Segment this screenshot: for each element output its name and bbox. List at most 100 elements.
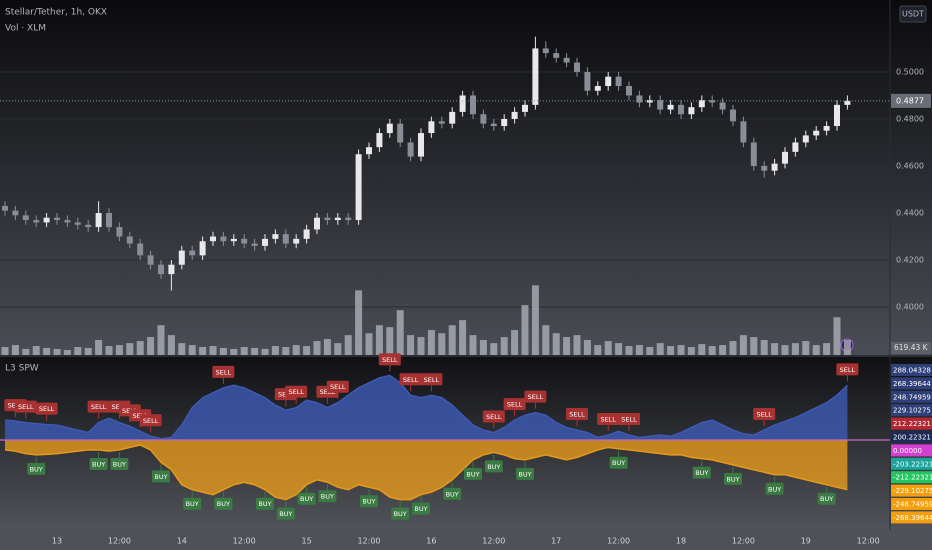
buy-label: BUY [394,510,407,518]
volume-bar [334,343,342,355]
candle-body [324,217,331,221]
last-price-tag [891,93,931,108]
sell-signal [378,353,401,366]
volume-bar [136,341,144,355]
volume-bar [95,339,103,355]
candle-body [158,264,164,275]
candle-body [189,250,196,256]
volume-bar [115,345,123,355]
volume-bar [63,350,71,355]
axis-tag [891,511,932,524]
buy-label: BUY [30,465,43,473]
buy-label: BUY [446,490,459,498]
candle-body [511,111,518,119]
x-tick-label: 12:00 [357,537,380,546]
axis-tag [891,471,932,484]
candle-body [750,142,757,166]
buy-label: BUY [321,493,334,501]
last-price-label: 0.4877 [896,96,924,105]
sell-label: SELL [143,417,159,425]
sell-label: SELL [600,416,616,424]
axis-tag-label: 212.22321 [893,420,931,428]
volume-bar [625,346,633,355]
candle-body [782,151,788,164]
buy-signal [817,492,836,505]
sell-signal [524,390,547,403]
candle-body [33,220,40,223]
buy-signal [214,497,233,510]
volume-bar [251,347,259,355]
candle-body [74,222,81,225]
volume-bar [105,346,113,355]
price-pane [0,0,932,356]
candle-body [501,118,508,127]
volume-bar [230,348,238,355]
buy-signal [152,470,170,483]
candle-body [43,217,50,223]
volume-bar [573,335,581,355]
y-tick-label: 0.4600 [896,161,924,170]
volume-bar [126,343,134,355]
candle-body [407,142,414,157]
candle-body [709,100,716,103]
volume-bar [583,339,591,355]
volume-bar [791,343,799,355]
volume-bar [594,345,602,355]
buy-label: BUY [186,500,199,508]
volume-bar [157,325,165,355]
x-tick-label: 15 [302,537,312,546]
volume-bar [708,346,716,355]
y-tick-label: 0.4400 [896,209,924,218]
volume-label: 619.43 K [894,343,929,352]
sell-label: SELL [621,416,637,424]
candle-body [178,250,185,265]
axis-tag-label: 268.39644 [893,380,931,388]
candle-body [85,224,92,228]
volume-bar [427,330,435,355]
volume-bar [833,317,841,355]
currency[interactable]: USDT [902,10,924,19]
volume-bar [511,330,519,355]
sell-label: SELL [403,376,419,384]
volume-bar [667,346,675,355]
candle-body [428,121,435,134]
buy-label: BUY [487,463,500,471]
sell-signal [618,413,640,426]
volume-bar [531,285,539,355]
axis-tag [891,390,932,403]
candle-body [646,100,653,103]
volume-bar [843,340,851,355]
candle-body [22,215,29,221]
candle-body [438,121,445,124]
volume-bar [656,343,664,355]
axis-tag-label: -212.22321 [893,474,932,482]
candle-body [303,229,310,239]
candle-body [241,238,248,244]
volume-bar [43,347,51,355]
candle-body [522,104,528,112]
currency-button[interactable] [899,5,927,23]
axis-tag-label: 0.00000 [893,447,922,455]
sell-label: SELL [18,403,34,411]
buy-signal [692,466,711,479]
volume-bar [646,347,654,355]
volume-bar [729,341,737,355]
volume-bar [147,337,155,355]
candle-body [386,123,393,134]
sell-label: SELL [39,405,55,413]
volume-bar [812,345,820,355]
volume-title: Vol · XLM [5,24,46,34]
volume-tag [891,342,931,354]
volume-bar [32,346,40,355]
axis-tag-label: -203.22321 [893,460,932,468]
buy-signal [484,460,503,473]
sell-signal [14,400,37,413]
buy-signal [391,507,410,520]
candle-body [449,111,456,124]
axis-tag [891,404,932,417]
chart-title: Stellar/Tether, 1h, OKX [5,8,107,18]
candle-body [636,95,643,103]
axis-tag-label: 248.74959 [893,393,931,401]
buy-signal [27,462,46,475]
candle-body [771,163,778,171]
